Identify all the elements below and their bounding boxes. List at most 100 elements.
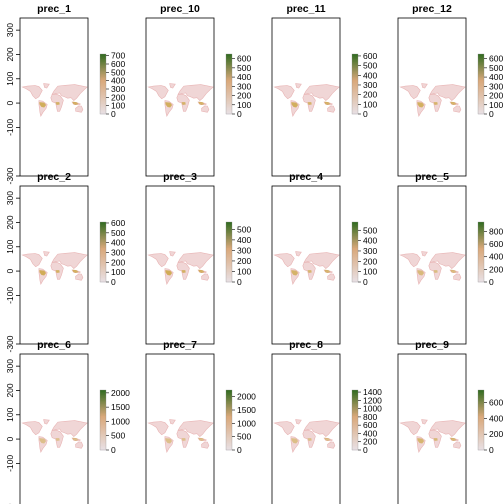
legend-tick-label: 2000 bbox=[111, 388, 130, 398]
legend-swatch bbox=[352, 229, 358, 232]
legend-swatch bbox=[478, 262, 484, 265]
legend-swatch bbox=[478, 420, 484, 422]
legend-swatch bbox=[226, 415, 232, 418]
legend-swatch bbox=[352, 412, 358, 415]
land-northAmerica bbox=[21, 85, 43, 100]
legend-swatch bbox=[100, 390, 106, 392]
legend-swatch bbox=[352, 447, 358, 449]
legend-bar bbox=[225, 53, 233, 115]
legend-swatch bbox=[352, 243, 358, 245]
legend-swatch bbox=[478, 427, 484, 430]
plot-frame bbox=[397, 353, 467, 504]
legend-swatch bbox=[478, 247, 484, 250]
legend-swatch bbox=[100, 97, 106, 100]
legend-swatch bbox=[100, 82, 106, 85]
legend-swatch bbox=[226, 240, 232, 242]
legend-swatch bbox=[226, 448, 232, 451]
wet-zone-congo bbox=[55, 438, 60, 441]
legend-tick-label: 400 bbox=[363, 70, 377, 80]
legend-swatch bbox=[100, 111, 106, 113]
legend-swatch bbox=[352, 85, 358, 88]
legend-tick-label: 300 bbox=[111, 247, 125, 257]
legend-swatch bbox=[478, 103, 484, 106]
wet-zone-congo bbox=[181, 438, 186, 441]
legend-swatch bbox=[100, 243, 106, 245]
legend-swatch bbox=[226, 421, 232, 424]
legend-swatch bbox=[100, 258, 106, 260]
wet-zone-amazon bbox=[165, 438, 173, 444]
legend-swatch bbox=[352, 61, 358, 64]
legend-swatch bbox=[100, 61, 106, 64]
legend-tick-label: 600 bbox=[111, 218, 125, 228]
legend-swatch bbox=[478, 70, 484, 73]
legend-swatch bbox=[100, 250, 106, 253]
legend-swatch bbox=[478, 271, 484, 274]
wet-zone-amazon bbox=[39, 438, 47, 444]
legend-swatch bbox=[352, 433, 358, 436]
legend-swatch bbox=[478, 430, 484, 433]
y-tick-label: 100 bbox=[5, 239, 15, 253]
legend-swatch bbox=[226, 237, 232, 239]
legend-swatch bbox=[100, 273, 106, 275]
legend-swatch bbox=[226, 441, 232, 443]
legend-swatch bbox=[226, 103, 232, 106]
land-indonesia bbox=[71, 437, 81, 442]
legend-swatch bbox=[478, 96, 484, 98]
legend-swatch bbox=[226, 265, 232, 268]
legend-swatch bbox=[352, 91, 358, 94]
land-northAmerica bbox=[21, 253, 43, 268]
legend-swatch bbox=[352, 391, 358, 394]
land-greenland bbox=[43, 419, 50, 425]
legend-swatch bbox=[100, 100, 106, 103]
legend-swatch bbox=[478, 90, 484, 92]
land-europeAsia bbox=[429, 252, 466, 270]
legend-swatch bbox=[352, 70, 358, 73]
legend-swatch bbox=[478, 391, 484, 394]
legend-swatch bbox=[478, 243, 484, 245]
y-tick-label: 0 bbox=[5, 100, 15, 105]
legend-swatch bbox=[100, 429, 106, 431]
legend-swatch bbox=[100, 225, 106, 227]
legend-swatch bbox=[226, 391, 232, 394]
legend-swatch bbox=[352, 396, 358, 398]
legend-swatch bbox=[100, 259, 106, 262]
legend-tick-label: 200 bbox=[363, 256, 377, 266]
legend-swatch bbox=[100, 418, 106, 421]
legend-swatch bbox=[352, 255, 358, 257]
legend-swatch bbox=[478, 94, 484, 97]
legend-swatch bbox=[478, 61, 484, 64]
legend-swatch bbox=[352, 267, 358, 269]
legend-bar bbox=[351, 53, 359, 115]
legend-swatch bbox=[352, 97, 358, 100]
wet-zone-congo bbox=[433, 270, 438, 273]
legend-swatch bbox=[100, 267, 106, 269]
legend-swatch bbox=[226, 438, 232, 440]
land-northAmerica bbox=[273, 85, 295, 100]
legend-swatch bbox=[226, 63, 232, 65]
map-layer bbox=[147, 251, 214, 286]
legend-swatch bbox=[226, 69, 232, 71]
legend-swatch bbox=[226, 231, 232, 233]
legend-swatch bbox=[478, 259, 484, 262]
legend-swatch bbox=[478, 429, 484, 431]
legend-tick-label: 0 bbox=[237, 277, 242, 287]
panel-prec-5: prec_5 0 200 400 600 800 bbox=[397, 171, 503, 345]
legend-swatch bbox=[226, 58, 232, 61]
legend-swatch bbox=[352, 237, 358, 239]
legend-swatch bbox=[226, 223, 232, 226]
plot-frame bbox=[145, 185, 215, 345]
land-europeAsia bbox=[177, 252, 214, 270]
legend-swatch bbox=[352, 54, 358, 56]
legend-swatch bbox=[352, 420, 358, 422]
legend-swatch bbox=[352, 394, 358, 397]
legend-swatch bbox=[226, 249, 232, 251]
legend-swatch bbox=[478, 232, 484, 235]
legend-swatch bbox=[226, 79, 232, 82]
legend-tick-label: 2000 bbox=[237, 392, 256, 402]
land-greenland bbox=[421, 83, 428, 89]
legend-swatch bbox=[352, 240, 358, 242]
legend-tick-label: 0 bbox=[489, 109, 494, 119]
legend-swatch bbox=[352, 445, 358, 448]
legend-tick-label: 600 bbox=[489, 398, 503, 408]
land-europeAsia bbox=[51, 252, 88, 270]
